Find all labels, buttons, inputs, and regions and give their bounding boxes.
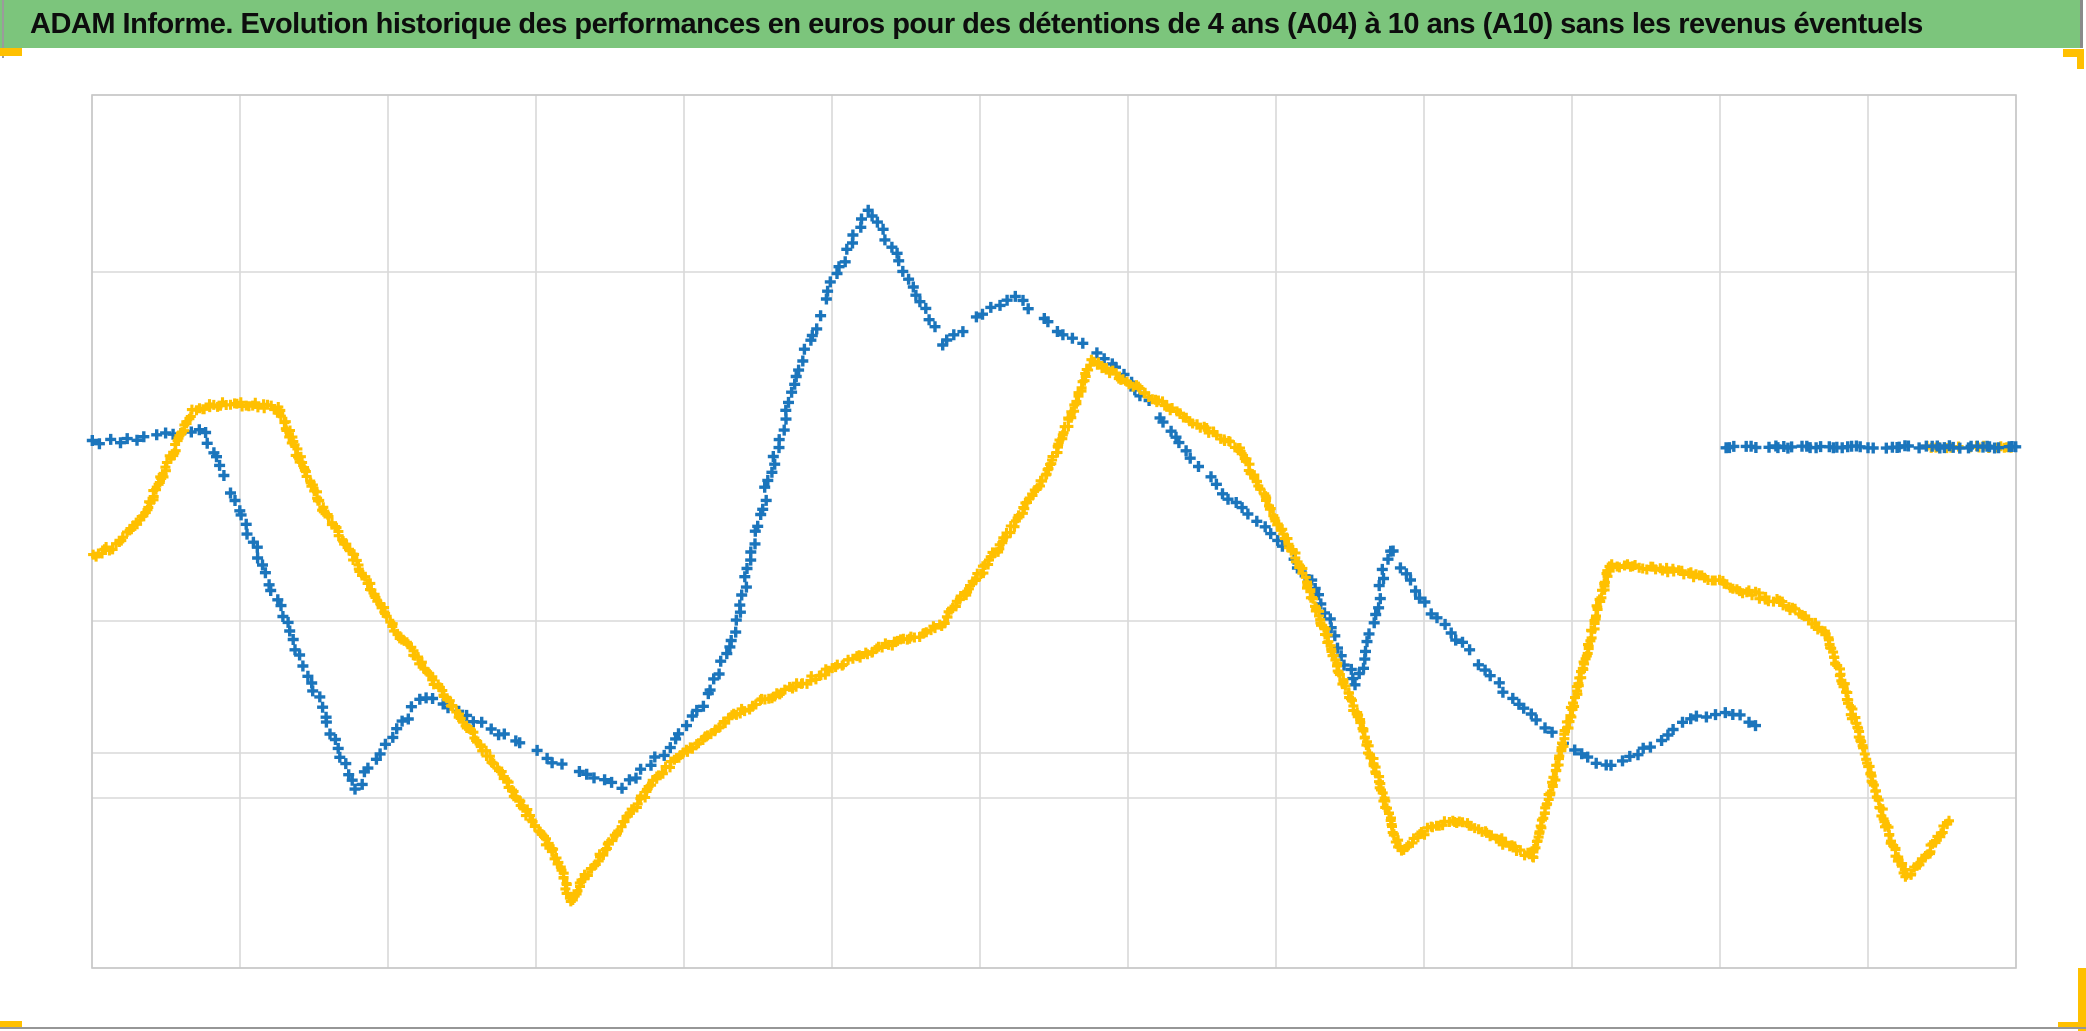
gold-accent-bottom-right-foot (2058, 1022, 2086, 1029)
blue-series (1720, 440, 2022, 454)
chart-title-bar: ADAM Informe. Evolution historique des p… (0, 0, 2083, 48)
gold-series (88, 354, 1954, 907)
bottom-rule (0, 1027, 2086, 1029)
performance-chart (0, 48, 2086, 1031)
gold-accent-bottom-left (0, 1021, 22, 1029)
gold-accent-top-right-v (2077, 49, 2084, 69)
gold-accent-top-left (0, 48, 22, 56)
blue-series (86, 204, 1761, 795)
left-edge-line (2, 0, 4, 58)
gold-accent-bottom-right (2078, 968, 2086, 1031)
plot-area (86, 94, 2022, 969)
gold-accent-top-right (2063, 49, 2084, 57)
chart-title: ADAM Informe. Evolution historique des p… (30, 7, 1923, 40)
